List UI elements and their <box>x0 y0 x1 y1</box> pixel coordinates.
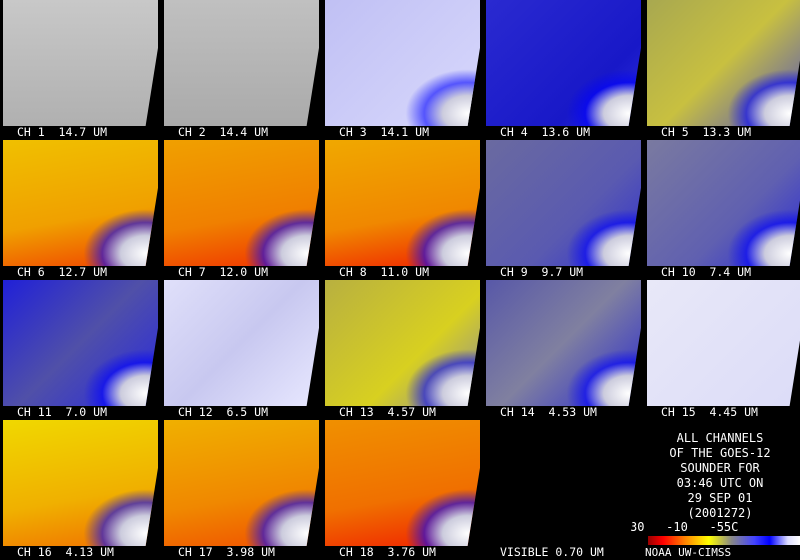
legend-line: ALL CHANNELS <box>676 431 764 445</box>
channel-label: CH 6 12.7 UM <box>17 265 108 279</box>
channel-label: CH 15 4.45 UM <box>661 405 758 419</box>
channel-image <box>164 0 319 126</box>
legend-line: 03:46 UTC ON <box>676 476 764 490</box>
channel-image <box>486 280 641 406</box>
legend-line: (2001272) <box>687 506 753 520</box>
channel-image <box>164 280 319 406</box>
channel-label: CH 14 4.53 UM <box>500 405 597 419</box>
legend-line: 29 SEP 01 <box>687 491 753 505</box>
channel-label: CH 4 13.6 UM <box>500 125 591 139</box>
channel-image <box>486 420 641 546</box>
channel-label: CH 17 3.98 UM <box>178 545 275 559</box>
channel-label: CH 9 9.7 UM <box>500 265 584 279</box>
channel-image <box>3 280 158 406</box>
channel-image <box>3 0 158 126</box>
channel-image <box>3 420 158 546</box>
legend-line: OF THE GOES-12 <box>669 446 771 460</box>
channel-image <box>325 0 480 126</box>
channel-label: CH 11 7.0 UM <box>17 405 108 419</box>
channel-image <box>647 0 800 126</box>
legend-line: SOUNDER FOR <box>680 461 760 475</box>
channel-label: CH 12 6.5 UM <box>178 405 269 419</box>
channel-image <box>486 0 641 126</box>
channel-label: CH 8 11.0 UM <box>339 265 430 279</box>
channel-label: CH 10 7.4 UM <box>661 265 752 279</box>
channel-label: CH 16 4.13 UM <box>17 545 114 559</box>
channel-image <box>325 420 480 546</box>
credit: NOAA UW-CIMSS <box>645 546 732 559</box>
channel-label: CH 7 12.0 UM <box>178 265 269 279</box>
channel-label: CH 3 14.1 UM <box>339 125 430 139</box>
scale-label: 30 -10 -55C <box>630 520 739 534</box>
channel-label: CH 1 14.7 UM <box>17 125 108 139</box>
channel-label: CH 18 3.76 UM <box>339 545 436 559</box>
channel-label: CH 13 4.57 UM <box>339 405 436 419</box>
channel-label: CH 5 13.3 UM <box>661 125 752 139</box>
channel-image <box>486 140 641 266</box>
channel-image <box>164 420 319 546</box>
channel-image <box>3 140 158 266</box>
channel-label: CH 2 14.4 UM <box>178 125 269 139</box>
channel-image <box>647 280 800 406</box>
channel-label: VISIBLE 0.70 UM <box>500 545 604 559</box>
channel-image <box>164 140 319 266</box>
channel-image <box>325 140 480 266</box>
channel-image <box>325 280 480 406</box>
channel-image <box>647 140 800 266</box>
color-bar <box>648 536 800 545</box>
